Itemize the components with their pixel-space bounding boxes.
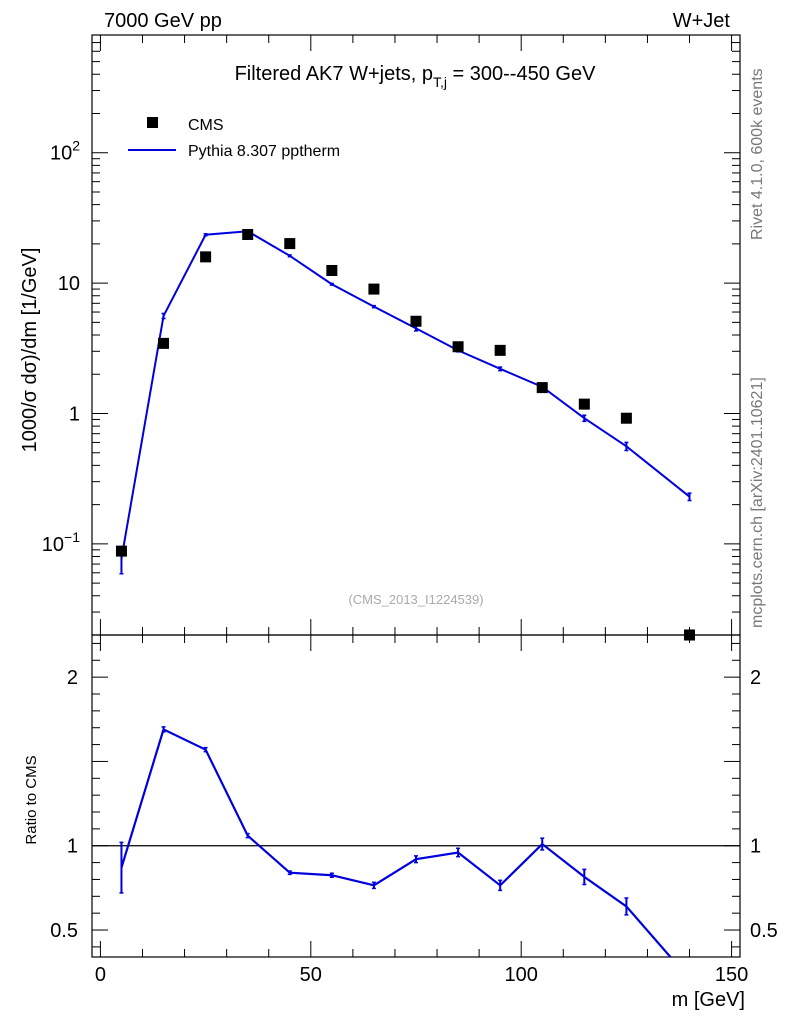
ratio-axis-ticks [92,635,740,957]
ratio-y-tick-label-left: 2 [67,667,78,689]
cms-data-point [536,382,548,394]
cms-data-point [578,398,590,410]
main-y-tick-label: 10 [58,273,80,295]
ratio-panel-frame [91,634,741,958]
ratio-y-tick-labels: 0.5 0.5 1 1 2 2 [50,667,778,942]
chart-title: Filtered AK7 W+jets, pT,j = 300--450 GeV [235,63,597,90]
main-y-axis-label: 1000/σ dσ)/dm [1/GeV] [19,248,41,453]
ratio-y-tick-label-right: 1 [750,836,761,858]
x-axis-label: m [GeV] [672,989,745,1011]
x-tick-label: 100 [505,964,538,986]
ratio-series-group [92,726,740,957]
ratio-y-tick-label-left: 1 [67,836,78,858]
main-y-tick-label: 1 [69,403,80,425]
legend-cms-marker [147,117,158,128]
ratio-y-tick-label-right: 2 [750,667,761,689]
cms-data-point [115,545,127,557]
cms-data-point [410,315,422,327]
ratio-line [120,727,672,957]
rivet-label: Rivet 4.1.0, 600k events [749,68,766,240]
cms-data-point [620,412,632,424]
ratio-curve-group [119,726,672,957]
main-axis-ticks [92,34,740,636]
main-series-group [115,228,696,641]
cms-data-point [452,341,464,353]
header-left: 7000 GeV pp [104,10,222,32]
cms-data-point [158,337,170,349]
main-y-tick-label: 102 [50,138,80,165]
mcplots-label: mcplots.cern.ch [arXiv:2401.10621] [749,377,766,628]
x-tick-labels: 0 50 100 150 [95,964,748,986]
legend-pythia-label: Pythia 8.307 pptherm [188,143,340,160]
ratio-y-tick-label-left: 0.5 [50,920,78,942]
cms-data-point [284,238,296,250]
x-tick-label: 50 [300,964,322,986]
cms-data-point [368,283,380,295]
cms-data-point [200,251,212,263]
ratio-y-axis-label: Ratio to CMS [23,755,40,844]
ratio-y-tick-label-right: 0.5 [750,920,778,942]
legend-cms-label: CMS [188,117,224,134]
main-y-tick-label: 10−1 [42,529,80,556]
pythia-line [120,230,691,559]
main-y-tick-labels: 10−1 1 10 102 [42,138,80,556]
header-right: W+Jet [673,10,731,32]
cms-data-point [242,228,254,240]
cms-data-point [494,344,506,356]
x-tick-label: 150 [715,964,748,986]
x-tick-label: 0 [95,964,106,986]
legend: CMS Pythia 8.307 pptherm [128,117,340,160]
cms-data-point [326,264,338,276]
analysis-watermark: (CMS_2013_I1224539) [348,592,483,607]
